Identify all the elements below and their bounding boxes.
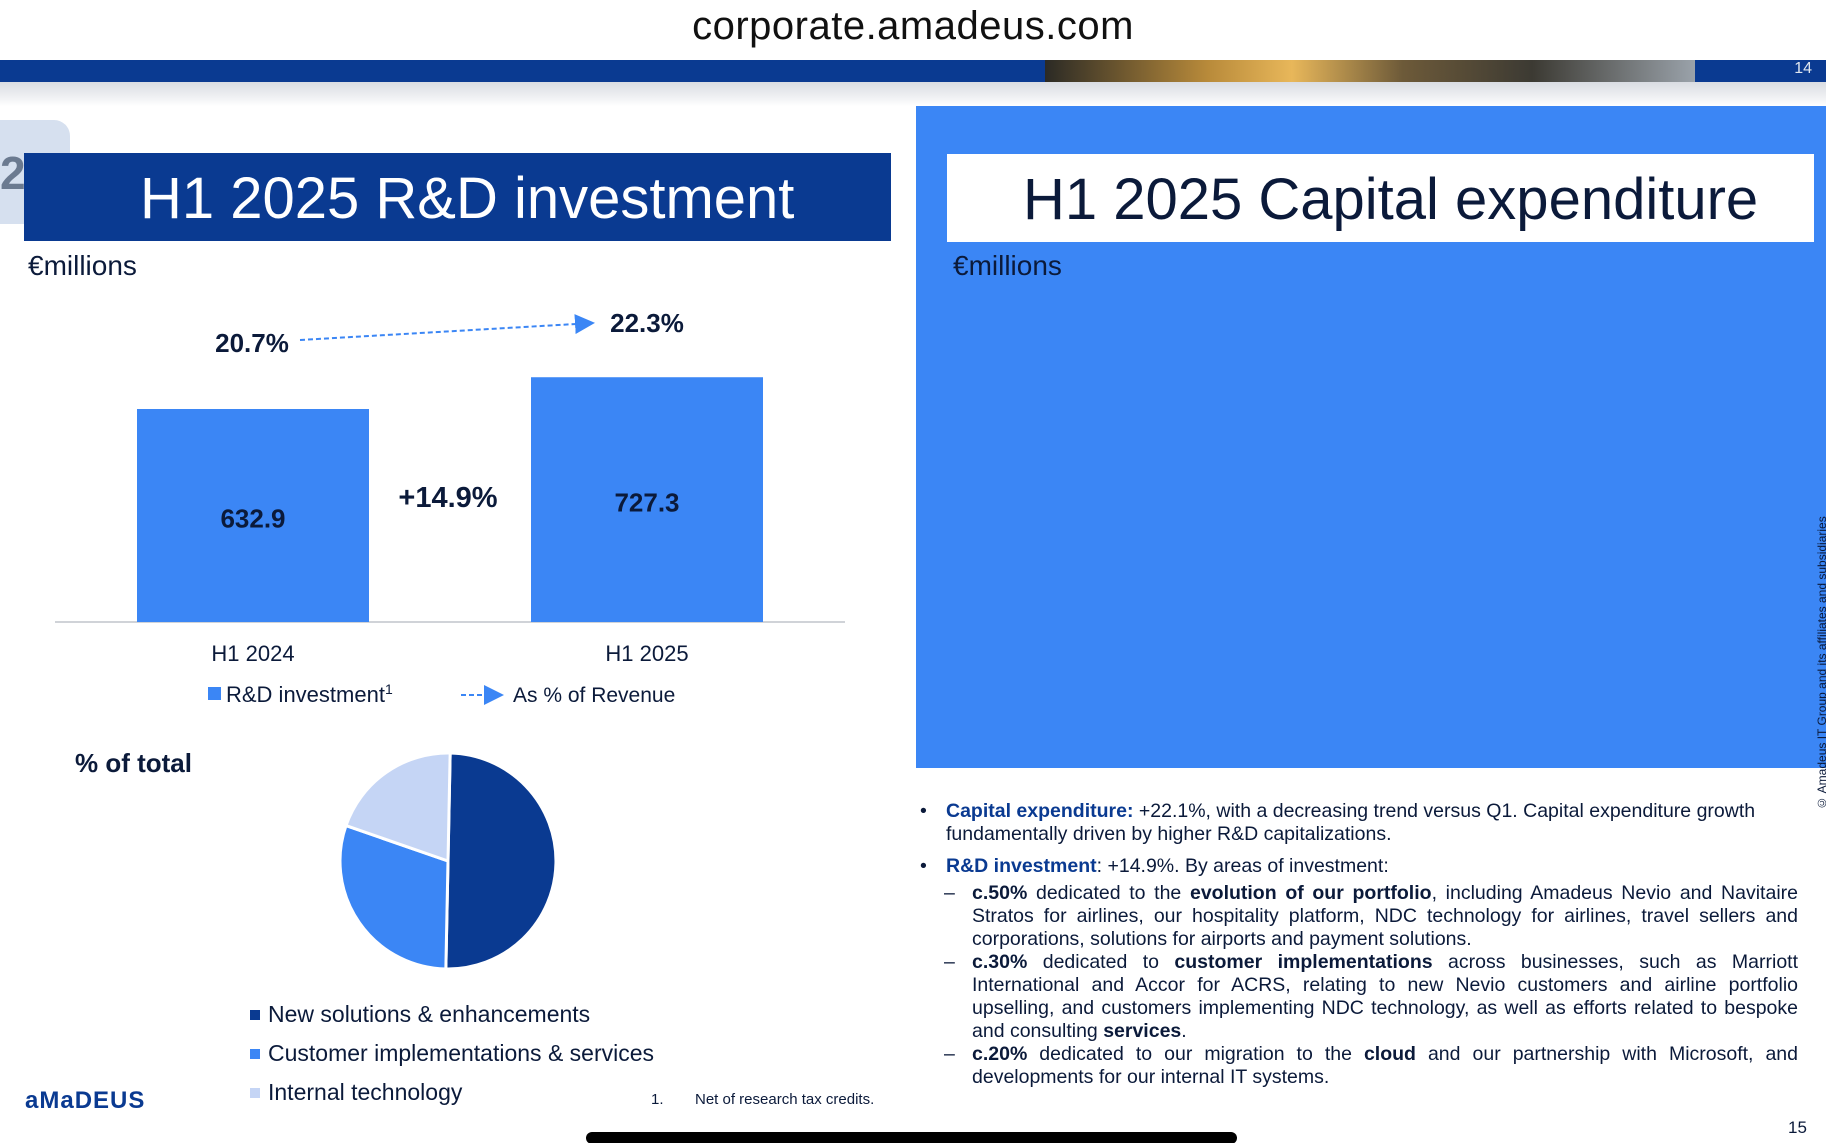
legend-swatch-new-solutions — [250, 1009, 260, 1020]
rd-bar-value-label: 727.3 — [614, 488, 679, 518]
rd-bar-value-label: 632.9 — [220, 504, 285, 534]
bullet-dot: • — [920, 800, 927, 822]
sub3-pct: c.20% — [972, 1043, 1028, 1065]
sub1-text-b: , including Amadeus Nevio and Navitaire … — [972, 882, 1798, 950]
amadeus-logo: aMaDEUS — [25, 1087, 146, 1114]
rd-x-tick-label: H1 2024 — [211, 641, 294, 666]
legend-label-customer-implementations: Customer implementations & services — [268, 1040, 655, 1066]
previous-slide-photo — [1045, 60, 1695, 82]
dash: – — [944, 1043, 955, 1065]
rd-bar-h1-2024 — [137, 409, 369, 622]
pie-slice-new-solutions-enhancements — [444, 751, 558, 971]
sub2-pct: c.30% — [972, 951, 1028, 973]
url-text[interactable]: corporate.amadeus.com — [692, 4, 1134, 48]
sub3-text-b: and our partnership with Microsoft, and … — [972, 1043, 1799, 1088]
pct-of-total-label: % of total — [75, 748, 192, 778]
sub2-text-b: across businesses, such as Marriott Inte… — [972, 951, 1799, 1042]
page-divider-shadow — [0, 82, 1826, 106]
sub3-text-a: dedicated to our migration to the — [1027, 1043, 1364, 1065]
sub2-period: . — [1181, 1020, 1187, 1042]
sub3-bold: cloud — [1363, 1043, 1416, 1065]
capex-units: €millions — [953, 250, 1062, 281]
footnote-number: 1. — [651, 1091, 664, 1108]
rd-x-tick-label: H1 2025 — [605, 641, 688, 666]
rd-pct-revenue-2025: 22.3% — [610, 308, 684, 338]
pie-slice-internal-technology — [344, 751, 452, 864]
bullet-dot: • — [920, 855, 927, 877]
bullet-rd-head: R&D investment — [946, 855, 1097, 877]
previous-slide-strip: 14 — [0, 60, 1826, 82]
capex-title-banner: H1 2025 Capital expenditure — [947, 154, 1814, 242]
rd-revenue-arrow — [299, 314, 595, 341]
rd-title-banner: H1 2025 R&D investment — [24, 153, 891, 241]
rd-legend-revenue-label: As % of Revenue — [513, 684, 675, 707]
sub1-text-a: dedicated to the — [1027, 882, 1190, 904]
bullet-rd-text: : +14.9%. By areas of investment: — [1096, 855, 1389, 877]
rd-pct-revenue-2024: 20.7% — [215, 328, 289, 358]
bullet-capex-text: +22.1%, with a decreasing trend versus Q… — [946, 800, 1756, 845]
rd-legend-label: R&D investment1 — [226, 681, 393, 707]
pie-legend-item: Internal technology — [250, 1073, 654, 1112]
rd-legend-superscript: 1 — [385, 681, 393, 697]
legend-label-new-solutions: New solutions & enhancements — [268, 1001, 591, 1027]
capex-title: H1 2025 Capital expenditure — [1023, 167, 1759, 232]
rd-legend-swatch — [208, 687, 221, 700]
rd-units: €millions — [28, 250, 137, 281]
sub1-pct: c.50% — [972, 882, 1028, 904]
legend-label-internal-technology: Internal technology — [268, 1079, 463, 1105]
sub-bullet-portfolio: – c.50% dedicated to the evolution of ou… — [916, 882, 1798, 951]
rd-title: H1 2025 R&D investment — [140, 166, 795, 231]
rd-bar-h1-2025 — [531, 377, 763, 622]
footnote-text: Net of research tax credits. — [695, 1091, 875, 1108]
pie-slice-customer-implementations-services — [338, 823, 450, 971]
horizontal-scrollbar[interactable] — [586, 1132, 1237, 1143]
bullet-rd: • R&D investment: +14.9%. By areas of in… — [916, 855, 1798, 878]
bullet-capex-head: Capital expenditure: — [946, 800, 1134, 822]
sub2-text-a: dedicated to — [1027, 951, 1175, 973]
previous-page-number: 14 — [1794, 60, 1812, 77]
legend-swatch-internal-technology — [250, 1087, 260, 1098]
dash: – — [944, 882, 955, 904]
pie-legend-item: New solutions & enhancements — [250, 995, 654, 1034]
page-number: 15 — [1788, 1118, 1807, 1137]
sub1-bold: evolution of our portfolio — [1189, 882, 1432, 904]
browser-url-bar[interactable]: corporate.amadeus.com — [0, 0, 1826, 60]
pie-legend: New solutions & enhancements Customer im… — [250, 995, 654, 1112]
sub-bullet-cloud: – c.20% dedicated to our migration to th… — [916, 1043, 1798, 1089]
sub2-bold: customer implementations — [1174, 951, 1433, 973]
sub2-bold-services: services — [1103, 1020, 1182, 1042]
commentary-bullets: • Capital expenditure: +22.1%, with a de… — [916, 800, 1798, 1089]
dash: – — [944, 951, 955, 973]
sub-bullet-customer: – c.30% dedicated to customer implementa… — [916, 951, 1798, 1043]
pie-legend-item: Customer implementations & services — [250, 1034, 654, 1073]
rd-growth-label: +14.9% — [398, 482, 497, 514]
copyright-side-text: © Amadeus IT Group and its affiliates an… — [1815, 516, 1826, 810]
legend-swatch-customer-implementations — [250, 1048, 260, 1059]
bullet-capex: • Capital expenditure: +22.1%, with a de… — [916, 800, 1798, 846]
footnote: 1. Net of research tax credits. — [651, 1091, 874, 1108]
